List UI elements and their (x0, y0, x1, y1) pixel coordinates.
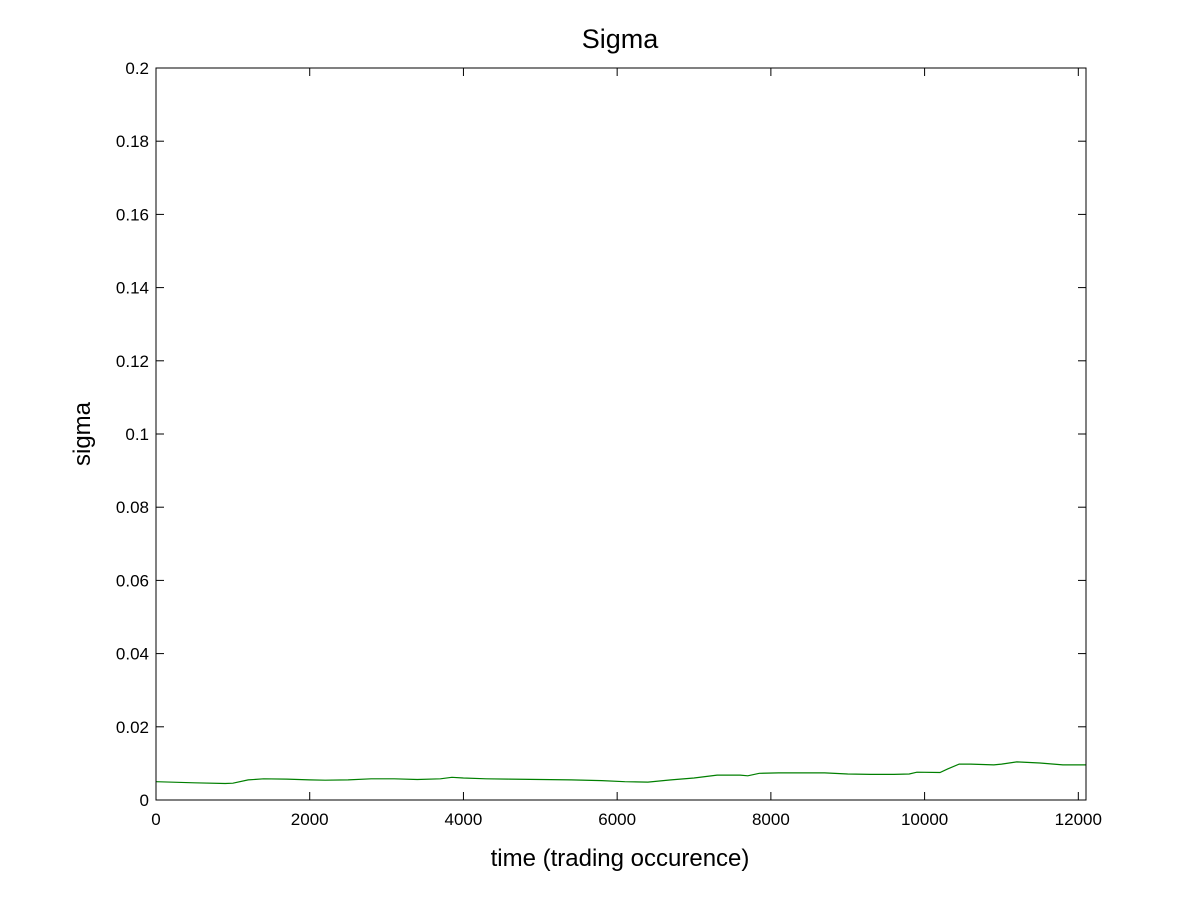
y-axis-title: sigma (69, 401, 96, 466)
y-tick-label: 0.02 (116, 718, 149, 737)
y-tick-label: 0.2 (125, 59, 149, 78)
y-tick-label: 0.14 (116, 279, 149, 298)
y-tick-label: 0.1 (125, 425, 149, 444)
x-tick-label: 8000 (752, 810, 790, 829)
x-tick-label: 12000 (1055, 810, 1102, 829)
y-tick-label: 0.08 (116, 498, 149, 517)
series-layer (155, 761, 1086, 785)
y-tick-label: 0.16 (116, 205, 149, 224)
tick-labels-layer: 0 2000 4000 6000 8000 10000 12000 0 0.02 0.04 0.06… (116, 59, 1102, 829)
y-tick-label: 0.06 (116, 571, 149, 590)
y-tick-label: 0 (140, 791, 149, 810)
x-tick-label: 4000 (445, 810, 483, 829)
x-tick-label: 0 (151, 810, 160, 829)
y-tick-label: 0.12 (116, 352, 149, 371)
plot-area-frame (155, 67, 1087, 801)
sigma-series-line (155, 761, 1086, 785)
x-tick-label: 2000 (291, 810, 329, 829)
x-axis-title: time (trading occurence) (491, 845, 750, 872)
ticks-layer (155, 67, 1086, 801)
x-tick-label: 10000 (901, 810, 948, 829)
chart-title: Sigma (582, 24, 660, 54)
y-tick-label: 0.18 (116, 132, 149, 151)
x-tick-label: 6000 (598, 810, 636, 829)
y-tick-label: 0.04 (116, 645, 149, 664)
